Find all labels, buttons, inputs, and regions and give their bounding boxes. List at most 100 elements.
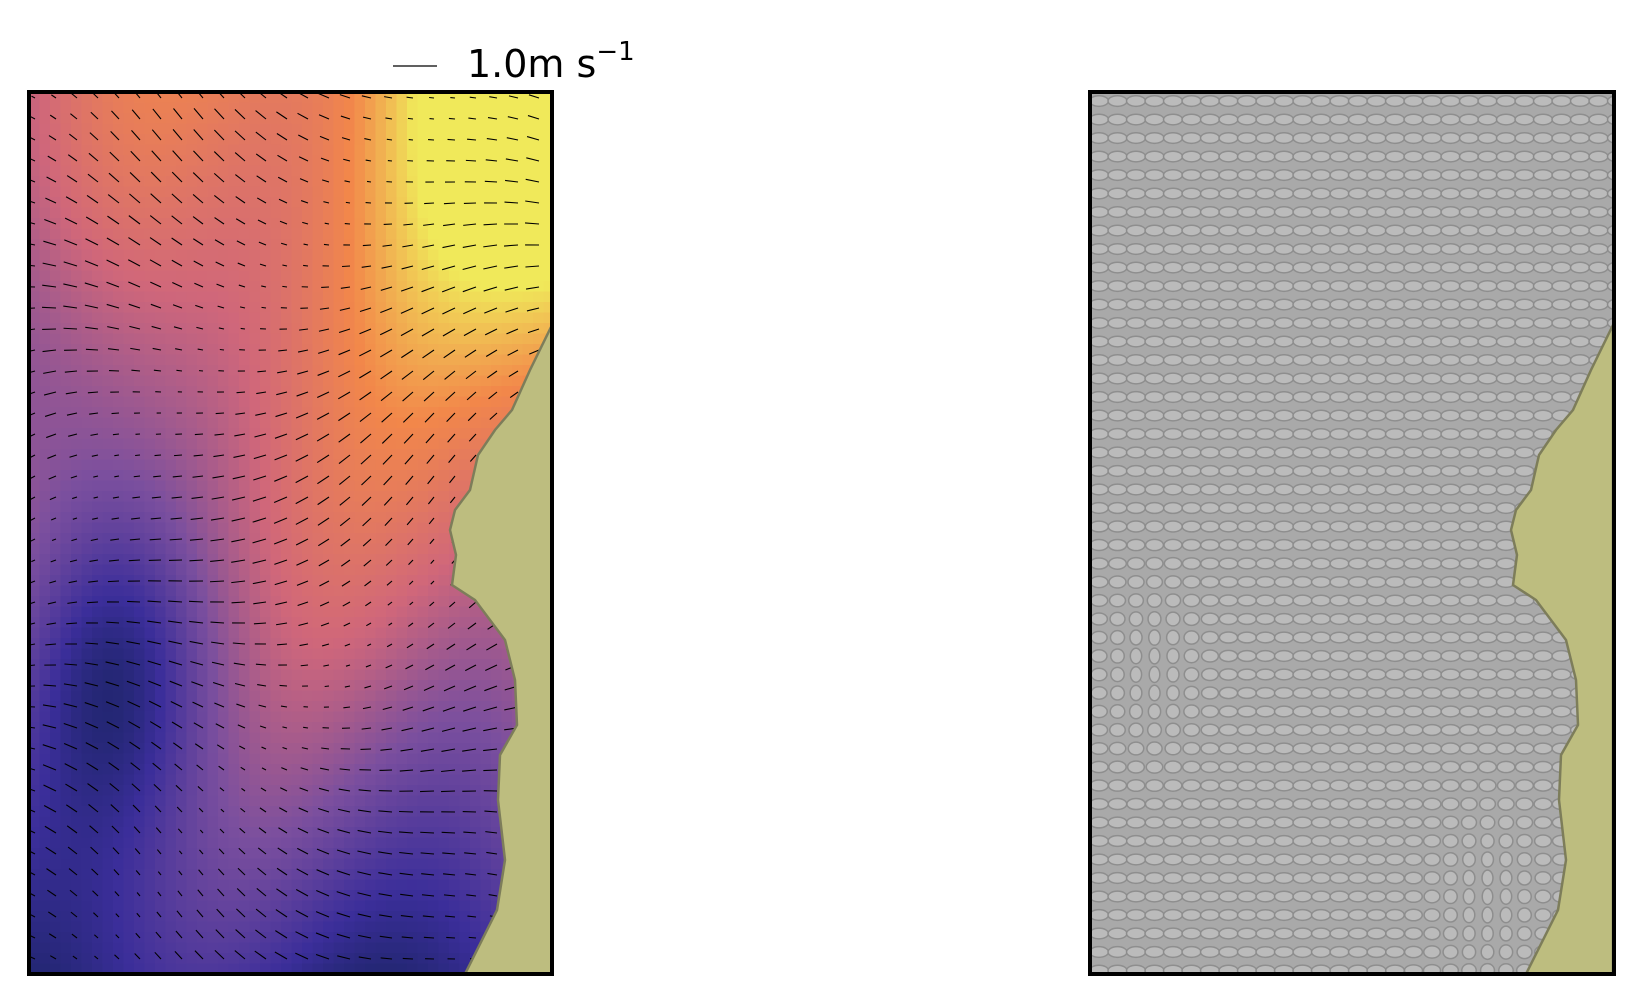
cell xyxy=(323,596,334,607)
cell xyxy=(207,123,219,135)
cell xyxy=(186,386,198,397)
cell xyxy=(281,837,292,849)
cell xyxy=(291,533,303,544)
cell xyxy=(134,417,145,429)
cell xyxy=(81,270,93,282)
cell xyxy=(71,543,82,555)
cell xyxy=(438,900,450,912)
arrow xyxy=(64,663,78,666)
cell xyxy=(375,690,387,702)
cell xyxy=(249,722,261,733)
cell xyxy=(417,459,429,471)
arrow xyxy=(29,328,36,331)
cell xyxy=(501,659,513,670)
cell xyxy=(207,795,219,807)
arrow xyxy=(295,538,309,546)
arrow xyxy=(429,96,435,99)
cell xyxy=(218,711,229,723)
cell xyxy=(291,921,303,933)
cell xyxy=(207,281,219,292)
arrow xyxy=(386,643,393,648)
cell xyxy=(102,260,114,271)
arrow xyxy=(168,660,183,666)
cell xyxy=(354,659,366,670)
cell xyxy=(60,354,72,366)
arrow xyxy=(407,538,414,546)
arrow xyxy=(257,219,267,225)
cell xyxy=(81,869,93,880)
arrow xyxy=(483,265,498,270)
cell xyxy=(375,155,387,166)
cell xyxy=(155,291,166,303)
cell xyxy=(186,155,198,166)
cell xyxy=(417,942,429,954)
cell xyxy=(323,522,334,534)
cell xyxy=(333,407,345,418)
cell xyxy=(60,249,72,261)
cell xyxy=(470,795,481,807)
cell xyxy=(480,365,492,376)
arrow xyxy=(403,685,414,691)
cell xyxy=(186,428,198,439)
cell xyxy=(155,144,166,156)
cell xyxy=(123,354,135,366)
cell xyxy=(480,617,492,628)
arrow xyxy=(126,640,141,645)
arrow xyxy=(345,664,351,667)
cell xyxy=(543,197,552,208)
cell xyxy=(186,690,198,702)
cell xyxy=(102,711,114,723)
cell xyxy=(354,879,366,891)
cell xyxy=(134,963,145,974)
arrow xyxy=(63,722,78,729)
cell xyxy=(281,858,292,870)
cell xyxy=(417,480,429,492)
cell xyxy=(207,207,219,219)
arrow xyxy=(273,517,288,524)
arrow xyxy=(252,559,267,564)
cell xyxy=(144,459,156,471)
cell xyxy=(207,239,219,250)
cell xyxy=(428,753,439,765)
cell xyxy=(302,596,313,607)
cell xyxy=(197,375,208,387)
cell xyxy=(113,417,124,429)
cell xyxy=(344,837,355,849)
cell xyxy=(396,795,408,807)
arrow xyxy=(150,517,162,520)
cell xyxy=(123,669,135,681)
cell xyxy=(92,606,103,618)
cell xyxy=(323,375,334,387)
cell xyxy=(386,638,397,649)
arrow xyxy=(380,307,393,314)
arrow xyxy=(193,260,204,267)
cell xyxy=(480,144,492,156)
cell xyxy=(113,606,124,618)
cell xyxy=(165,554,177,565)
cell xyxy=(312,144,324,156)
cell xyxy=(365,302,376,313)
arrow xyxy=(193,150,204,162)
cell xyxy=(218,449,229,460)
cell xyxy=(197,512,208,523)
cell xyxy=(281,312,292,324)
cell xyxy=(302,480,313,492)
cell xyxy=(323,396,334,408)
arrow xyxy=(68,433,78,437)
arrow xyxy=(504,286,519,291)
cell xyxy=(281,753,292,765)
cell xyxy=(512,281,523,292)
cell xyxy=(186,323,198,334)
cell xyxy=(407,627,418,639)
cell xyxy=(123,480,135,492)
cell xyxy=(428,186,439,198)
cell xyxy=(249,806,261,817)
arrow xyxy=(69,559,78,563)
cell xyxy=(197,585,208,597)
cell xyxy=(81,428,93,439)
cell xyxy=(71,554,82,565)
cell xyxy=(480,218,492,229)
cell xyxy=(39,701,51,712)
cell xyxy=(81,176,93,187)
cell xyxy=(344,354,355,366)
